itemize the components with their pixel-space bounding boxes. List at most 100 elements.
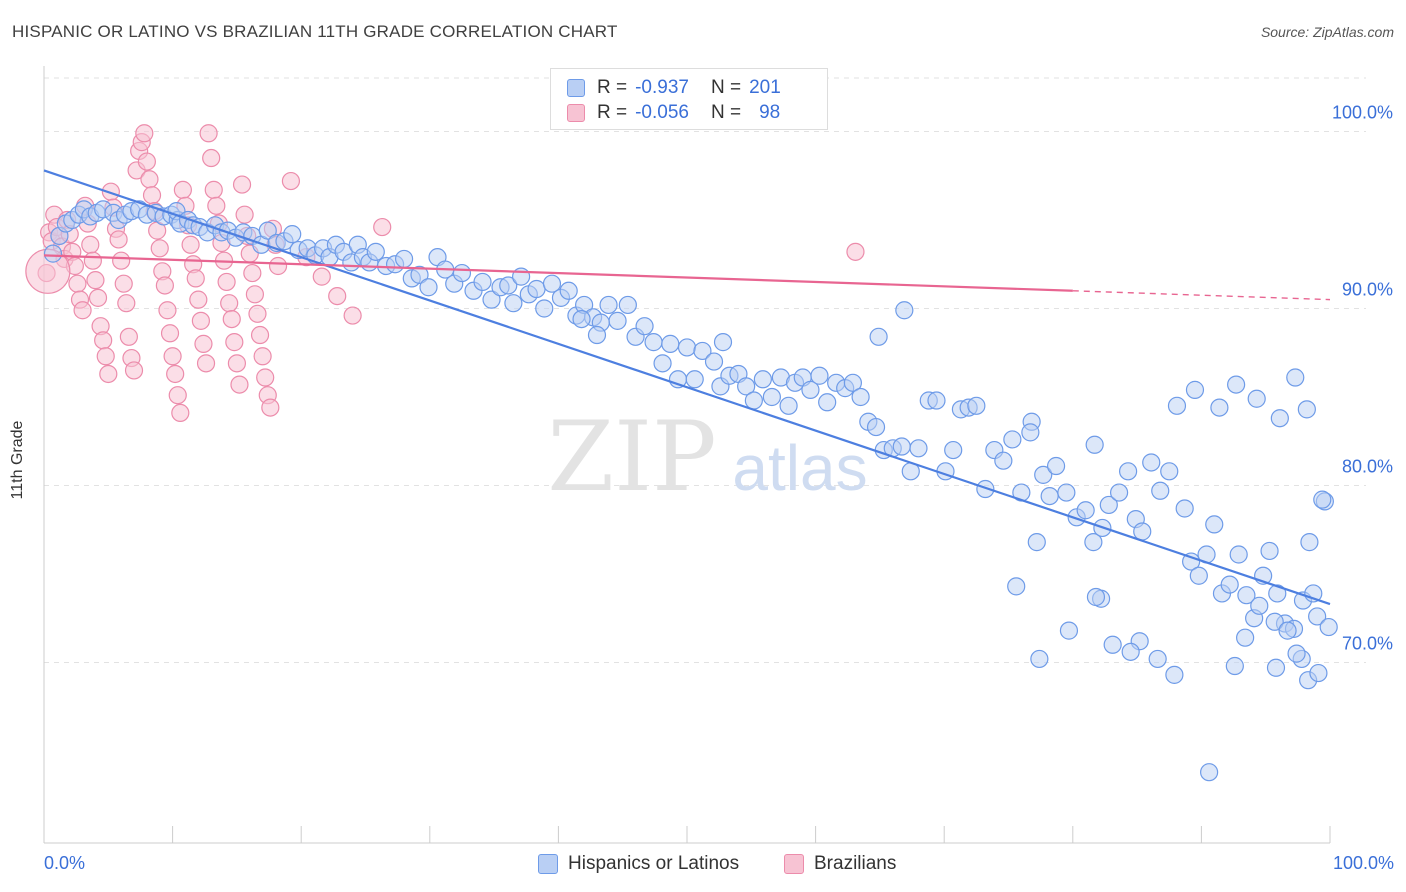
point-brazilians: [86, 271, 105, 290]
y-tick-label: 90.0%: [1342, 279, 1393, 299]
point-brazilians: [227, 354, 246, 373]
point-hispanics: [1185, 380, 1205, 399]
point-brazilians: [204, 180, 223, 199]
point-brazilians: [166, 364, 185, 384]
point-hispanics: [1250, 596, 1269, 615]
point-brazilians: [124, 361, 144, 380]
point-brazilians: [225, 333, 244, 352]
point-hispanics: [1266, 658, 1286, 677]
legend-n-label: N =: [710, 102, 742, 123]
point-hispanics: [909, 439, 928, 458]
point-brazilians: [189, 290, 208, 309]
bottom-legend-hispanics[interactable]: Hispanics or Latinos: [538, 852, 739, 876]
point-hispanics: [1076, 501, 1095, 520]
point-hispanics: [1265, 612, 1284, 631]
point-hispanics: [1205, 515, 1224, 534]
point-hispanics: [1297, 400, 1316, 419]
point-hispanics: [572, 310, 591, 329]
point-hispanics: [713, 333, 733, 352]
legend-n-value-hispanics: 201: [749, 77, 781, 98]
point-hispanics: [693, 341, 712, 361]
point-hispanics: [1103, 635, 1122, 654]
point-brazilians: [222, 310, 241, 329]
point-hispanics: [559, 281, 578, 300]
series-hispanics-points: [43, 200, 1338, 782]
trend-line-brazilians: [43, 254, 1073, 292]
watermark-zip: ZIP: [547, 401, 716, 513]
chart-title: HISPANIC OR LATINO VS BRAZILIAN 11TH GRA…: [12, 22, 618, 41]
point-hispanics: [1200, 763, 1219, 782]
point-brazilians: [268, 256, 288, 276]
point-hispanics: [866, 417, 886, 437]
point-hispanics: [452, 263, 472, 283]
point-brazilians: [230, 375, 249, 394]
point-hispanics: [704, 352, 724, 371]
point-hispanics: [1308, 607, 1327, 626]
point-brazilians: [343, 306, 362, 325]
point-hispanics: [1121, 642, 1140, 661]
bottom-legend-swatch-hispanics: [538, 854, 558, 874]
point-hispanics: [1030, 649, 1049, 669]
point-brazilians: [73, 301, 92, 320]
point-brazilians: [119, 327, 138, 346]
x-tick-label: 0.0%: [44, 853, 85, 873]
point-hispanics: [753, 370, 772, 389]
point-hispanics: [1142, 453, 1161, 472]
point-hispanics: [1225, 656, 1244, 676]
point-hispanics: [644, 333, 663, 352]
point-hispanics: [1003, 430, 1022, 449]
point-brazilians: [88, 288, 108, 307]
point-brazilians: [96, 347, 115, 366]
axes: [43, 66, 1331, 844]
watermark-atlas: atlas: [732, 432, 867, 504]
watermark: ZIP atlas: [547, 401, 867, 513]
source-label: Source: ZipAtlas.com: [1260, 24, 1394, 40]
point-brazilians: [194, 334, 213, 353]
point-hispanics: [1007, 577, 1026, 596]
point-hispanics: [1210, 398, 1229, 417]
point-hispanics: [1151, 481, 1170, 500]
point-hispanics: [1099, 495, 1118, 515]
point-hispanics: [1165, 665, 1184, 684]
point-hispanics: [482, 290, 501, 309]
bottom-legend-brazilians[interactable]: Brazilians: [784, 852, 896, 876]
point-hispanics: [994, 451, 1013, 470]
point-hispanics: [1046, 456, 1066, 476]
point-hispanics: [1133, 522, 1152, 541]
point-hispanics: [737, 377, 756, 396]
point-hispanics: [1021, 423, 1040, 442]
point-hispanics: [599, 295, 618, 315]
point-hispanics: [258, 221, 277, 240]
point-hispanics: [504, 294, 523, 313]
point-brazilians: [220, 294, 239, 313]
legend-r-value-hispanics: -0.937: [635, 77, 689, 98]
point-brazilians: [243, 263, 262, 283]
point-hispanics: [499, 276, 518, 295]
point-brazilians: [163, 347, 182, 366]
point-hispanics: [1160, 462, 1179, 481]
point-brazilians: [328, 286, 347, 306]
point-hispanics: [1182, 552, 1201, 571]
point-brazilians: [99, 364, 118, 384]
y-tick-label: 80.0%: [1342, 456, 1393, 476]
point-hispanics: [1309, 663, 1328, 683]
point-brazilians: [168, 386, 187, 405]
point-hispanics: [1300, 533, 1319, 552]
point-hispanics: [1034, 465, 1053, 484]
point-hispanics: [1059, 621, 1079, 640]
point-brazilians: [846, 242, 865, 261]
point-hispanics: [1040, 486, 1059, 506]
point-hispanics: [810, 366, 829, 385]
point-hispanics: [1118, 462, 1138, 481]
point-hispanics: [1109, 483, 1129, 502]
point-hispanics: [43, 244, 63, 263]
point-hispanics: [366, 242, 385, 261]
point-hispanics: [618, 295, 637, 315]
point-brazilians: [217, 272, 236, 292]
point-hispanics: [677, 338, 697, 357]
point-hispanics: [779, 396, 798, 415]
point-hispanics: [843, 373, 862, 392]
point-brazilians: [256, 368, 275, 387]
point-brazilians: [112, 251, 131, 270]
